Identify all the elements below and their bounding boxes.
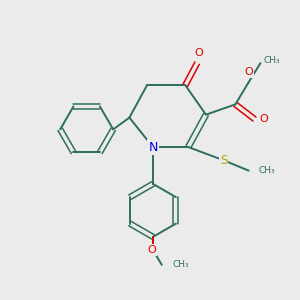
Text: O: O <box>259 114 268 124</box>
Text: O: O <box>194 48 203 58</box>
Text: CH₃: CH₃ <box>263 56 280 65</box>
Text: N: N <box>148 141 158 154</box>
Text: O: O <box>244 67 253 77</box>
Text: CH₃: CH₃ <box>172 260 189 269</box>
Text: CH₃: CH₃ <box>259 166 276 175</box>
Text: S: S <box>220 154 227 167</box>
Text: O: O <box>147 245 156 255</box>
